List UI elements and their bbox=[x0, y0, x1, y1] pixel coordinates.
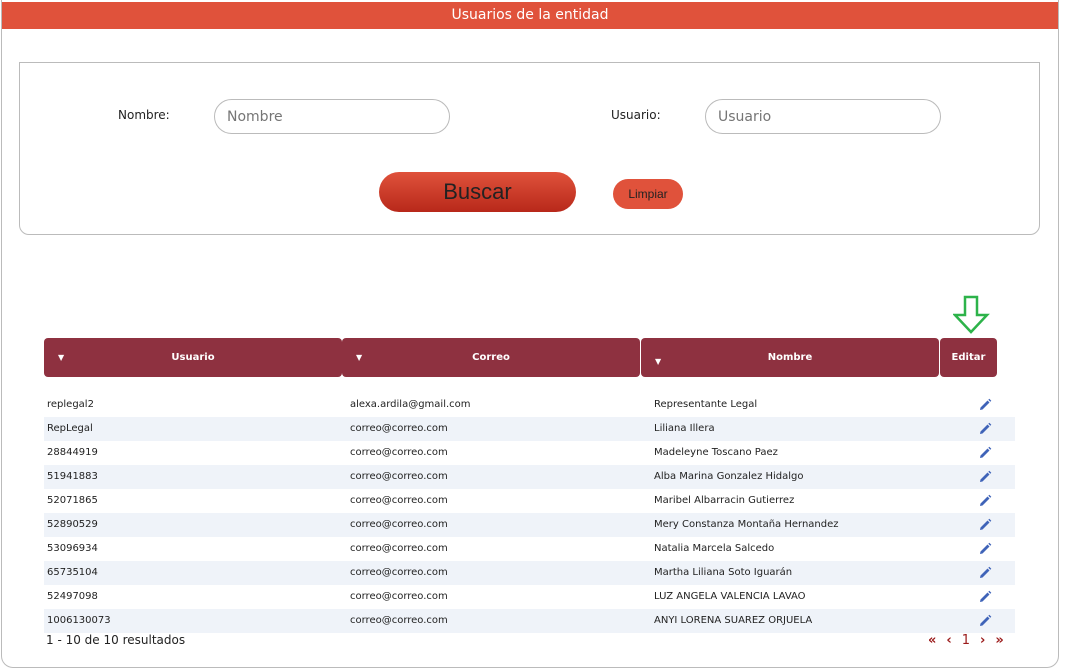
first-page-button[interactable]: « bbox=[928, 633, 937, 648]
pencil-edit-icon[interactable] bbox=[978, 542, 992, 556]
cell-nombre: Natalia Marcela Salcedo bbox=[654, 543, 775, 554]
cell-correo: correo@correo.com bbox=[350, 471, 448, 482]
table-row: 51941883 correo@correo.com Alba Marina Gon… bbox=[44, 465, 1015, 489]
cell-usuario: RepLegal bbox=[47, 423, 93, 434]
pencil-edit-icon[interactable] bbox=[978, 614, 992, 628]
cell-correo: correo@correo.com bbox=[350, 543, 448, 554]
buscar-button[interactable]: Buscar bbox=[379, 172, 576, 212]
usuario-input[interactable] bbox=[705, 99, 941, 134]
cell-usuario: 52890529 bbox=[47, 519, 98, 530]
sort-caret-icon: ▼ bbox=[58, 353, 65, 362]
cell-correo: correo@correo.com bbox=[350, 423, 448, 434]
filter-panel bbox=[19, 62, 1040, 235]
cell-correo: correo@correo.com bbox=[350, 591, 448, 602]
sort-caret-icon: ▼ bbox=[655, 357, 662, 366]
nombre-input[interactable] bbox=[214, 99, 450, 134]
pencil-edit-icon[interactable] bbox=[978, 446, 992, 460]
cell-usuario: 1006130073 bbox=[47, 615, 111, 626]
table-row: 53096934 correo@correo.com Natalia Marcela… bbox=[44, 537, 1015, 561]
cell-usuario: 52071865 bbox=[47, 495, 98, 506]
pencil-edit-icon[interactable] bbox=[978, 590, 992, 604]
pencil-edit-icon[interactable] bbox=[978, 398, 992, 412]
table-row: 65735104 correo@correo.com Martha Liliana … bbox=[44, 561, 1015, 585]
pencil-edit-icon[interactable] bbox=[978, 470, 992, 484]
cell-correo: alexa.ardila@gmail.com bbox=[350, 399, 471, 410]
nombre-label: Nombre: bbox=[118, 108, 170, 122]
prev-page-button[interactable]: ‹ bbox=[946, 633, 952, 648]
pagination: « ‹ 1 › » bbox=[928, 633, 1004, 648]
cell-nombre: Martha Liliana Soto Iguarán bbox=[654, 567, 793, 578]
cell-correo: correo@correo.com bbox=[350, 615, 448, 626]
table-row: 52071865 correo@correo.com Maribel Albarra… bbox=[44, 489, 1015, 513]
table-row: 52890529 correo@correo.com Mery Constanza … bbox=[44, 513, 1015, 537]
cell-nombre: LUZ ANGELA VALENCIA LAVAO bbox=[654, 591, 806, 602]
pencil-edit-icon[interactable] bbox=[978, 566, 992, 580]
page-title: Usuarios de la entidad bbox=[2, 2, 1058, 29]
table-row: 52497098 correo@correo.com LUZ ANGELA VALE… bbox=[44, 585, 1015, 609]
cell-nombre: Liliana Illera bbox=[654, 423, 715, 434]
arrow-down-icon bbox=[953, 295, 990, 334]
cell-correo: correo@correo.com bbox=[350, 519, 448, 530]
sort-caret-icon: ▼ bbox=[356, 353, 363, 362]
cell-usuario: 53096934 bbox=[47, 543, 98, 554]
page-number[interactable]: 1 bbox=[961, 633, 971, 648]
column-header-editar: Editar bbox=[940, 338, 997, 377]
cell-usuario: 28844919 bbox=[47, 447, 98, 458]
cell-nombre: Maribel Albarracin Gutierrez bbox=[654, 495, 795, 506]
limpiar-button[interactable]: Limpiar bbox=[613, 179, 683, 209]
column-header-nombre[interactable]: ▼ Nombre bbox=[641, 338, 939, 377]
next-page-button[interactable]: › bbox=[980, 633, 986, 648]
cell-nombre: Madeleyne Toscano Paez bbox=[654, 447, 778, 458]
cell-nombre: ANYI LORENA SUAREZ ORJUELA bbox=[654, 615, 813, 626]
table-row: 28844919 correo@correo.com Madeleyne Tosca… bbox=[44, 441, 1015, 465]
pencil-edit-icon[interactable] bbox=[978, 494, 992, 508]
cell-usuario: replegal2 bbox=[47, 399, 94, 410]
column-header-usuario[interactable]: ▼ Usuario bbox=[44, 338, 342, 377]
usuario-label: Usuario: bbox=[611, 108, 661, 122]
table-row: replegal2 alexa.ardila@gmail.com Represent… bbox=[44, 393, 1015, 417]
results-count: 1 - 10 de 10 resultados bbox=[46, 633, 186, 647]
cell-nombre: Alba Marina Gonzalez Hidalgo bbox=[654, 471, 804, 482]
cell-correo: correo@correo.com bbox=[350, 567, 448, 578]
cell-correo: correo@correo.com bbox=[350, 447, 448, 458]
table-row: 1006130073 correo@correo.com ANYI LORENA S… bbox=[44, 609, 1015, 633]
cell-nombre: Representante Legal bbox=[654, 399, 758, 410]
column-header-correo[interactable]: ▼ Correo bbox=[342, 338, 640, 377]
table-row: RepLegal correo@correo.com Liliana Illera bbox=[44, 417, 1015, 441]
pencil-edit-icon[interactable] bbox=[978, 518, 992, 532]
cell-usuario: 52497098 bbox=[47, 591, 98, 602]
cell-correo: correo@correo.com bbox=[350, 495, 448, 506]
last-page-button[interactable]: » bbox=[995, 633, 1004, 648]
cell-usuario: 65735104 bbox=[47, 567, 98, 578]
pencil-edit-icon[interactable] bbox=[978, 422, 992, 436]
cell-usuario: 51941883 bbox=[47, 471, 98, 482]
cell-nombre: Mery Constanza Montaña Hernandez bbox=[654, 519, 839, 530]
